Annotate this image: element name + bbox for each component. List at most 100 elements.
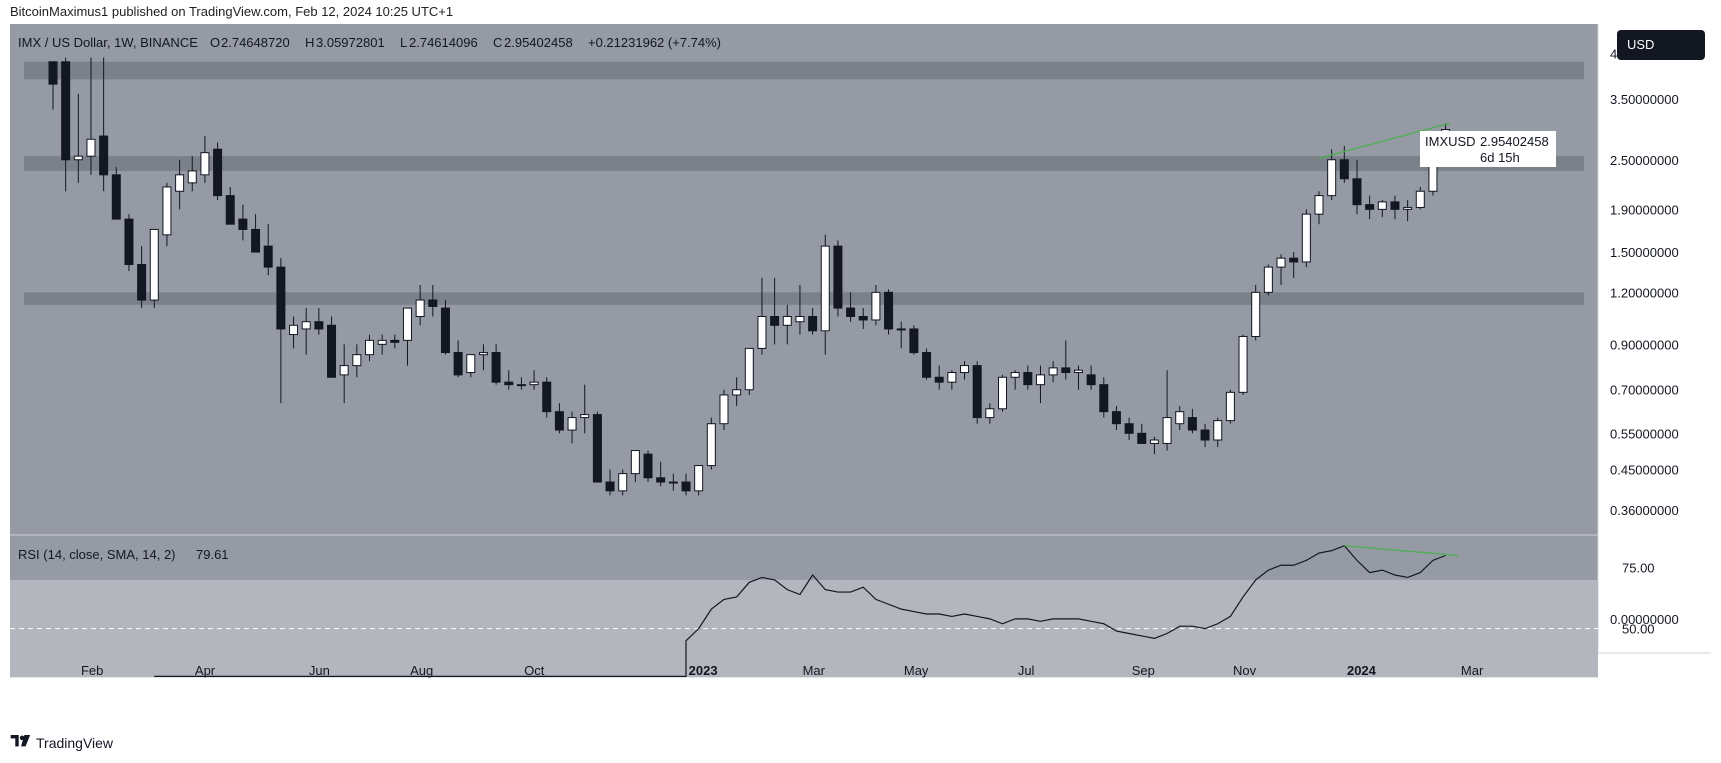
candle-92 (1213, 417, 1223, 447)
candle-body (630, 450, 640, 475)
candle-16 (251, 214, 261, 253)
candle-69 (922, 348, 932, 380)
legend-close-label: C (493, 35, 502, 50)
candle-73 (972, 361, 982, 424)
candle-43 (592, 411, 602, 483)
price-tag-box[interactable] (1420, 131, 1556, 167)
price-tag-symbol: IMXUSD (1425, 134, 1476, 149)
logo-stem (15, 738, 19, 747)
time-tick-8: Jul (1018, 663, 1035, 678)
candlestick-series (48, 57, 1451, 496)
price-tick-9: 0.45000000 (1610, 463, 1679, 478)
rsi-lower-tick-0: 0.00000000 (1610, 612, 1679, 627)
candle-body (605, 481, 615, 492)
legend-low-value: 2.74614096 (409, 35, 478, 50)
rsi-value: 79.61 (196, 547, 229, 562)
candle-39 (542, 377, 552, 418)
candle-87 (1149, 436, 1159, 455)
price-tick-5: 1.20000000 (1610, 285, 1679, 300)
candle-37 (516, 377, 526, 390)
candle-body (542, 381, 552, 413)
candle-body (478, 352, 488, 356)
candle-61 (820, 234, 830, 355)
candle-body (719, 394, 729, 425)
candle-body (985, 408, 995, 419)
candle-body (48, 61, 58, 85)
candle-body (858, 315, 868, 321)
candle-body (365, 339, 374, 356)
currency-button[interactable]: USD (1617, 30, 1705, 60)
candle-38 (529, 370, 539, 390)
candle-body (1061, 367, 1071, 374)
time-tick-11: 2024 (1347, 663, 1377, 678)
candle-71 (947, 370, 957, 390)
candle-89 (1175, 405, 1185, 431)
candle-body (732, 389, 742, 396)
candle-26 (377, 334, 387, 355)
price-tick-10: 0.36000000 (1610, 503, 1679, 518)
candle-body (706, 423, 716, 467)
candle-body (1238, 335, 1248, 393)
candle-body (618, 473, 628, 492)
candle-56 (757, 277, 767, 355)
candle-body (1251, 291, 1261, 337)
price-axis: 4.500000003.500000002.500000001.90000000… (1610, 47, 1679, 637)
rsi-tick-1: 50.00 (1622, 622, 1655, 637)
legend-symbol: IMX / US Dollar, 1W, BINANCE (18, 35, 198, 50)
candle-body (922, 352, 932, 378)
time-tick-10: Nov (1233, 663, 1257, 678)
candle-body (1099, 384, 1109, 413)
chart-area[interactable]: 4.500000003.500000002.500000001.90000000… (10, 24, 1711, 719)
candle-49 (668, 473, 678, 491)
last-price-tag[interactable]: IMXUSD 2.95402458 6d 15h (1420, 131, 1556, 167)
candle-33 (466, 354, 476, 378)
candle-52 (706, 417, 716, 470)
candle-13 (213, 142, 223, 201)
candle-body (1225, 391, 1235, 422)
candle-28 (402, 307, 412, 366)
candle-body (73, 155, 83, 161)
rsi-series (10, 545, 1598, 678)
candle-11 (187, 156, 197, 192)
candle-body (1073, 369, 1083, 374)
candle-4 (99, 57, 109, 192)
candle-body (554, 411, 564, 431)
candle-body (327, 324, 337, 378)
candle-55 (744, 347, 754, 395)
candle-35 (491, 344, 501, 385)
candle-27 (390, 334, 400, 349)
rsi-line (154, 545, 1446, 677)
candle-body (1162, 417, 1172, 444)
candle-62 (833, 240, 843, 317)
candle-body (820, 245, 830, 332)
candle-68 (909, 325, 919, 355)
candle-0 (48, 61, 58, 110)
candle-body (1048, 367, 1058, 376)
candle-body (516, 384, 526, 387)
candle-body (795, 315, 805, 323)
candle-body (1263, 266, 1273, 293)
candle-48 (656, 461, 666, 487)
resistance-zone-0 (24, 61, 1584, 80)
candle-53 (719, 389, 729, 431)
candle-74 (985, 403, 995, 424)
candle-body (947, 372, 957, 383)
candle-body (871, 291, 881, 321)
candle-body (960, 365, 970, 374)
candle-31 (440, 300, 450, 355)
main-pane-background[interactable] (10, 24, 1598, 534)
candle-59 (795, 284, 805, 335)
candle-body (1213, 420, 1223, 441)
price-tick-4: 1.50000000 (1610, 245, 1679, 260)
candle-body (972, 365, 982, 419)
candle-7 (137, 246, 147, 309)
candle-51 (694, 465, 704, 496)
candle-body (225, 195, 235, 225)
candle-body (757, 315, 767, 349)
candle-body (1149, 439, 1159, 444)
candle-101 (1327, 149, 1337, 201)
candle-body (200, 152, 210, 176)
candle-body (1200, 429, 1210, 441)
candle-body (402, 307, 412, 341)
price-chart-svg[interactable]: 4.500000003.500000002.500000001.90000000… (10, 24, 1711, 719)
